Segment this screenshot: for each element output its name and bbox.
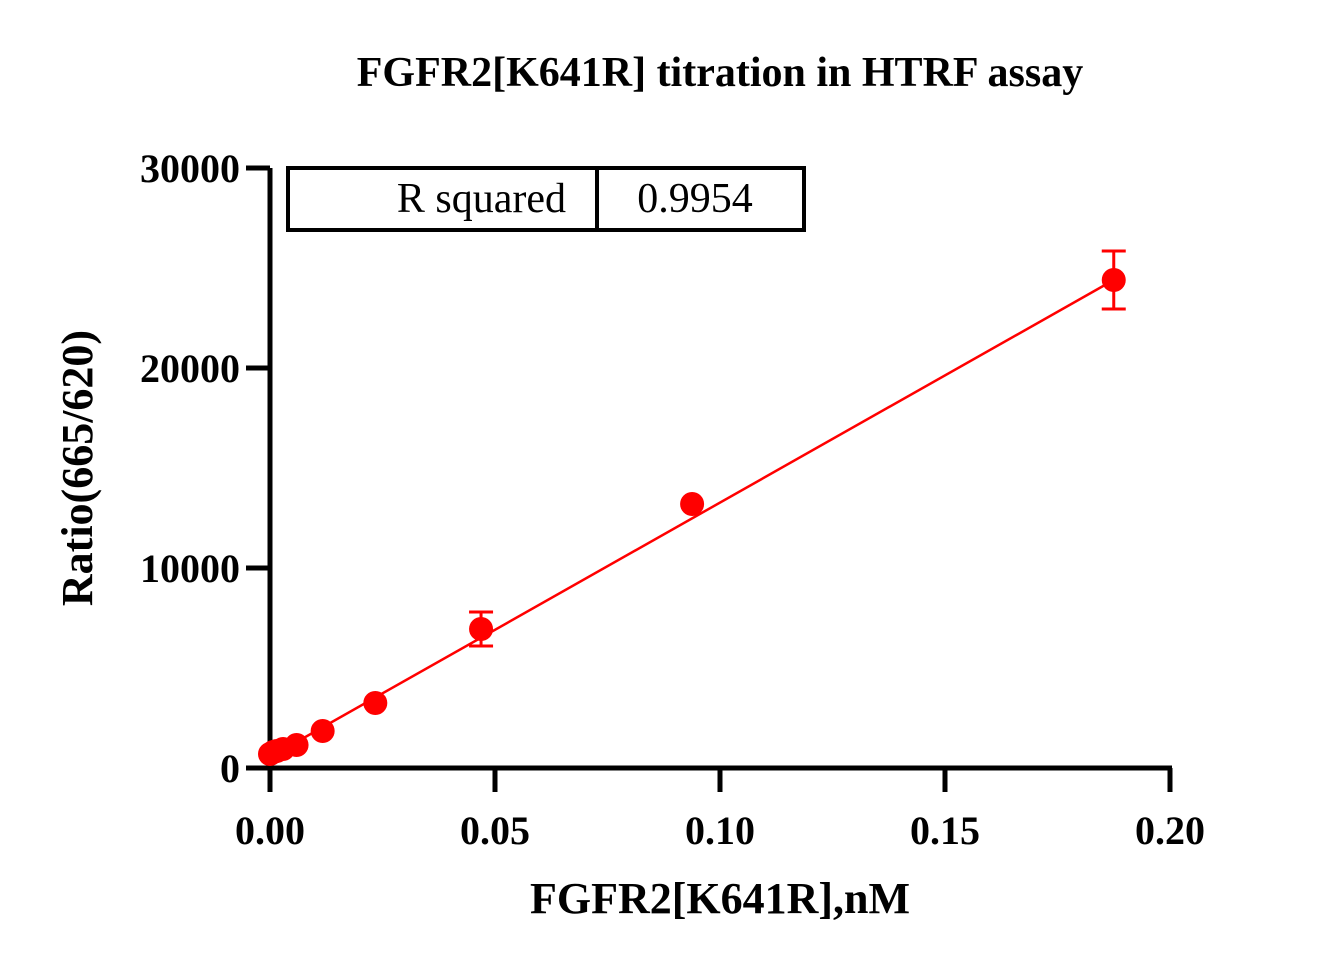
data-point <box>284 733 309 757</box>
y-axis-label: Ratio(665/620) <box>53 330 102 606</box>
r-squared-value: 0.9954 <box>637 176 753 222</box>
fit-line-layer <box>269 278 1115 759</box>
data-point <box>1101 268 1126 292</box>
x-tick-label: 0.15 <box>910 808 980 853</box>
y-tick-label: 30000 <box>140 146 240 191</box>
r-squared-label: R squared <box>397 176 566 222</box>
x-tick-label: 0.00 <box>235 808 305 853</box>
r-squared-table: R squared 0.9954 <box>286 166 806 232</box>
y-tick-label: 10000 <box>140 546 240 591</box>
y-tick-label: 0 <box>220 746 240 791</box>
axes: 0 10000 20000 30000 0.00 0.05 0.10 0.15 0.20 <box>140 146 1205 853</box>
data-point <box>469 617 494 641</box>
y-tick-label: 20000 <box>140 346 240 391</box>
fit-line <box>269 278 1115 759</box>
x-tick-label: 0.20 <box>1135 808 1205 853</box>
x-tick-label: 0.10 <box>685 808 755 853</box>
chart-title: FGFR2[K641R] titration in HTRF assay <box>357 50 1083 96</box>
data-point <box>310 719 335 743</box>
data-point <box>680 492 705 516</box>
data-point <box>363 691 388 715</box>
data-points-layer <box>258 249 1126 766</box>
x-axis-label: FGFR2[K641R],nM <box>530 874 910 923</box>
r-squared-table-border <box>286 166 806 232</box>
y-axis-label-group: Ratio(665/620) <box>53 330 102 606</box>
x-tick-label: 0.05 <box>460 808 530 853</box>
